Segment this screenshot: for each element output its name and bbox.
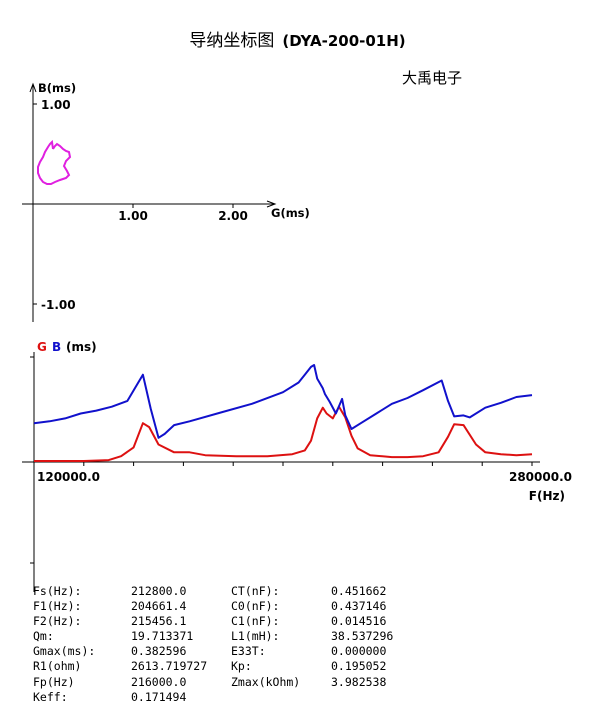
parameter-label: F2(Hz): xyxy=(33,614,82,629)
parameter-value: 0.437146 xyxy=(331,599,387,614)
g-axis-label: G(ms) xyxy=(271,206,310,220)
g-axis-arrow xyxy=(266,200,277,208)
title-text: 导纳坐标图 xyxy=(189,31,275,51)
parameter-label: Zmax(kOhm) xyxy=(231,674,301,689)
freq-x-tick-label-start: 120000.0 xyxy=(37,470,100,484)
freq-x-tick-label-end: 280000.0 xyxy=(509,470,572,484)
freq-x-axis-label: F(Hz) xyxy=(529,489,565,503)
model-text: (DYA-200-01H) xyxy=(282,32,406,50)
parameter-value: 0.451662 xyxy=(331,584,387,598)
parameter-value: 2613.719727 xyxy=(131,659,208,674)
b-tick-label: -1.00 xyxy=(41,298,76,312)
parameter-value: 3.982538 xyxy=(331,674,387,689)
legend-g: G xyxy=(37,340,47,354)
parameter-label: F1(Hz): xyxy=(33,599,82,614)
parameter-label: Gmax(ms): xyxy=(33,644,96,659)
parameter-label: CT(nF): xyxy=(231,584,280,598)
g-tick-label: 1.00 xyxy=(118,209,148,223)
parameter-label: Kp: xyxy=(231,659,252,674)
b-tick-label: 1.00 xyxy=(41,98,71,112)
parameter-value: 0.171494 xyxy=(131,689,187,704)
parameter-value: 0.382596 xyxy=(131,644,187,659)
parameter-label: C0(nF): xyxy=(231,599,280,614)
parameter-label: C1(nF): xyxy=(231,614,280,629)
g-tick-label: 2.00 xyxy=(218,209,248,223)
parameter-label: E33T: xyxy=(231,644,266,659)
parameter-value: 0.000000 xyxy=(331,644,387,659)
parameter-value: 38.537296 xyxy=(331,629,394,644)
g-curve xyxy=(34,405,533,462)
parameter-label: Qm: xyxy=(33,629,54,644)
parameter-value: 212800.0 xyxy=(131,584,187,598)
parameter-label: Fs(Hz): xyxy=(33,584,82,598)
parameter-value: 0.195052 xyxy=(331,659,387,674)
b-axis-label: B(ms) xyxy=(38,81,76,95)
legend-b: B xyxy=(52,340,61,354)
company-name: 大禹电子 xyxy=(402,69,463,87)
parameter-value: 0.014516 xyxy=(331,614,387,629)
b-curve xyxy=(33,364,533,439)
parameter-value: 215456.1 xyxy=(131,614,187,629)
admittance-loop xyxy=(37,139,72,185)
page-title: 导纳坐标图 (DYA-200-01H) xyxy=(0,26,595,51)
parameter-label: Keff: xyxy=(33,689,68,704)
parameter-label: L1(mH): xyxy=(231,629,280,644)
parameter-value: 204661.4 xyxy=(131,599,187,614)
parameter-value: 216000.0 xyxy=(131,674,187,689)
parameter-value: 19.713371 xyxy=(131,629,194,644)
parameter-label: R1(ohm) xyxy=(33,659,82,674)
freq-y-unit-label: (ms) xyxy=(66,340,97,354)
parameter-label: Fp(Hz) xyxy=(33,674,75,689)
b-axis-arrow xyxy=(29,82,37,93)
